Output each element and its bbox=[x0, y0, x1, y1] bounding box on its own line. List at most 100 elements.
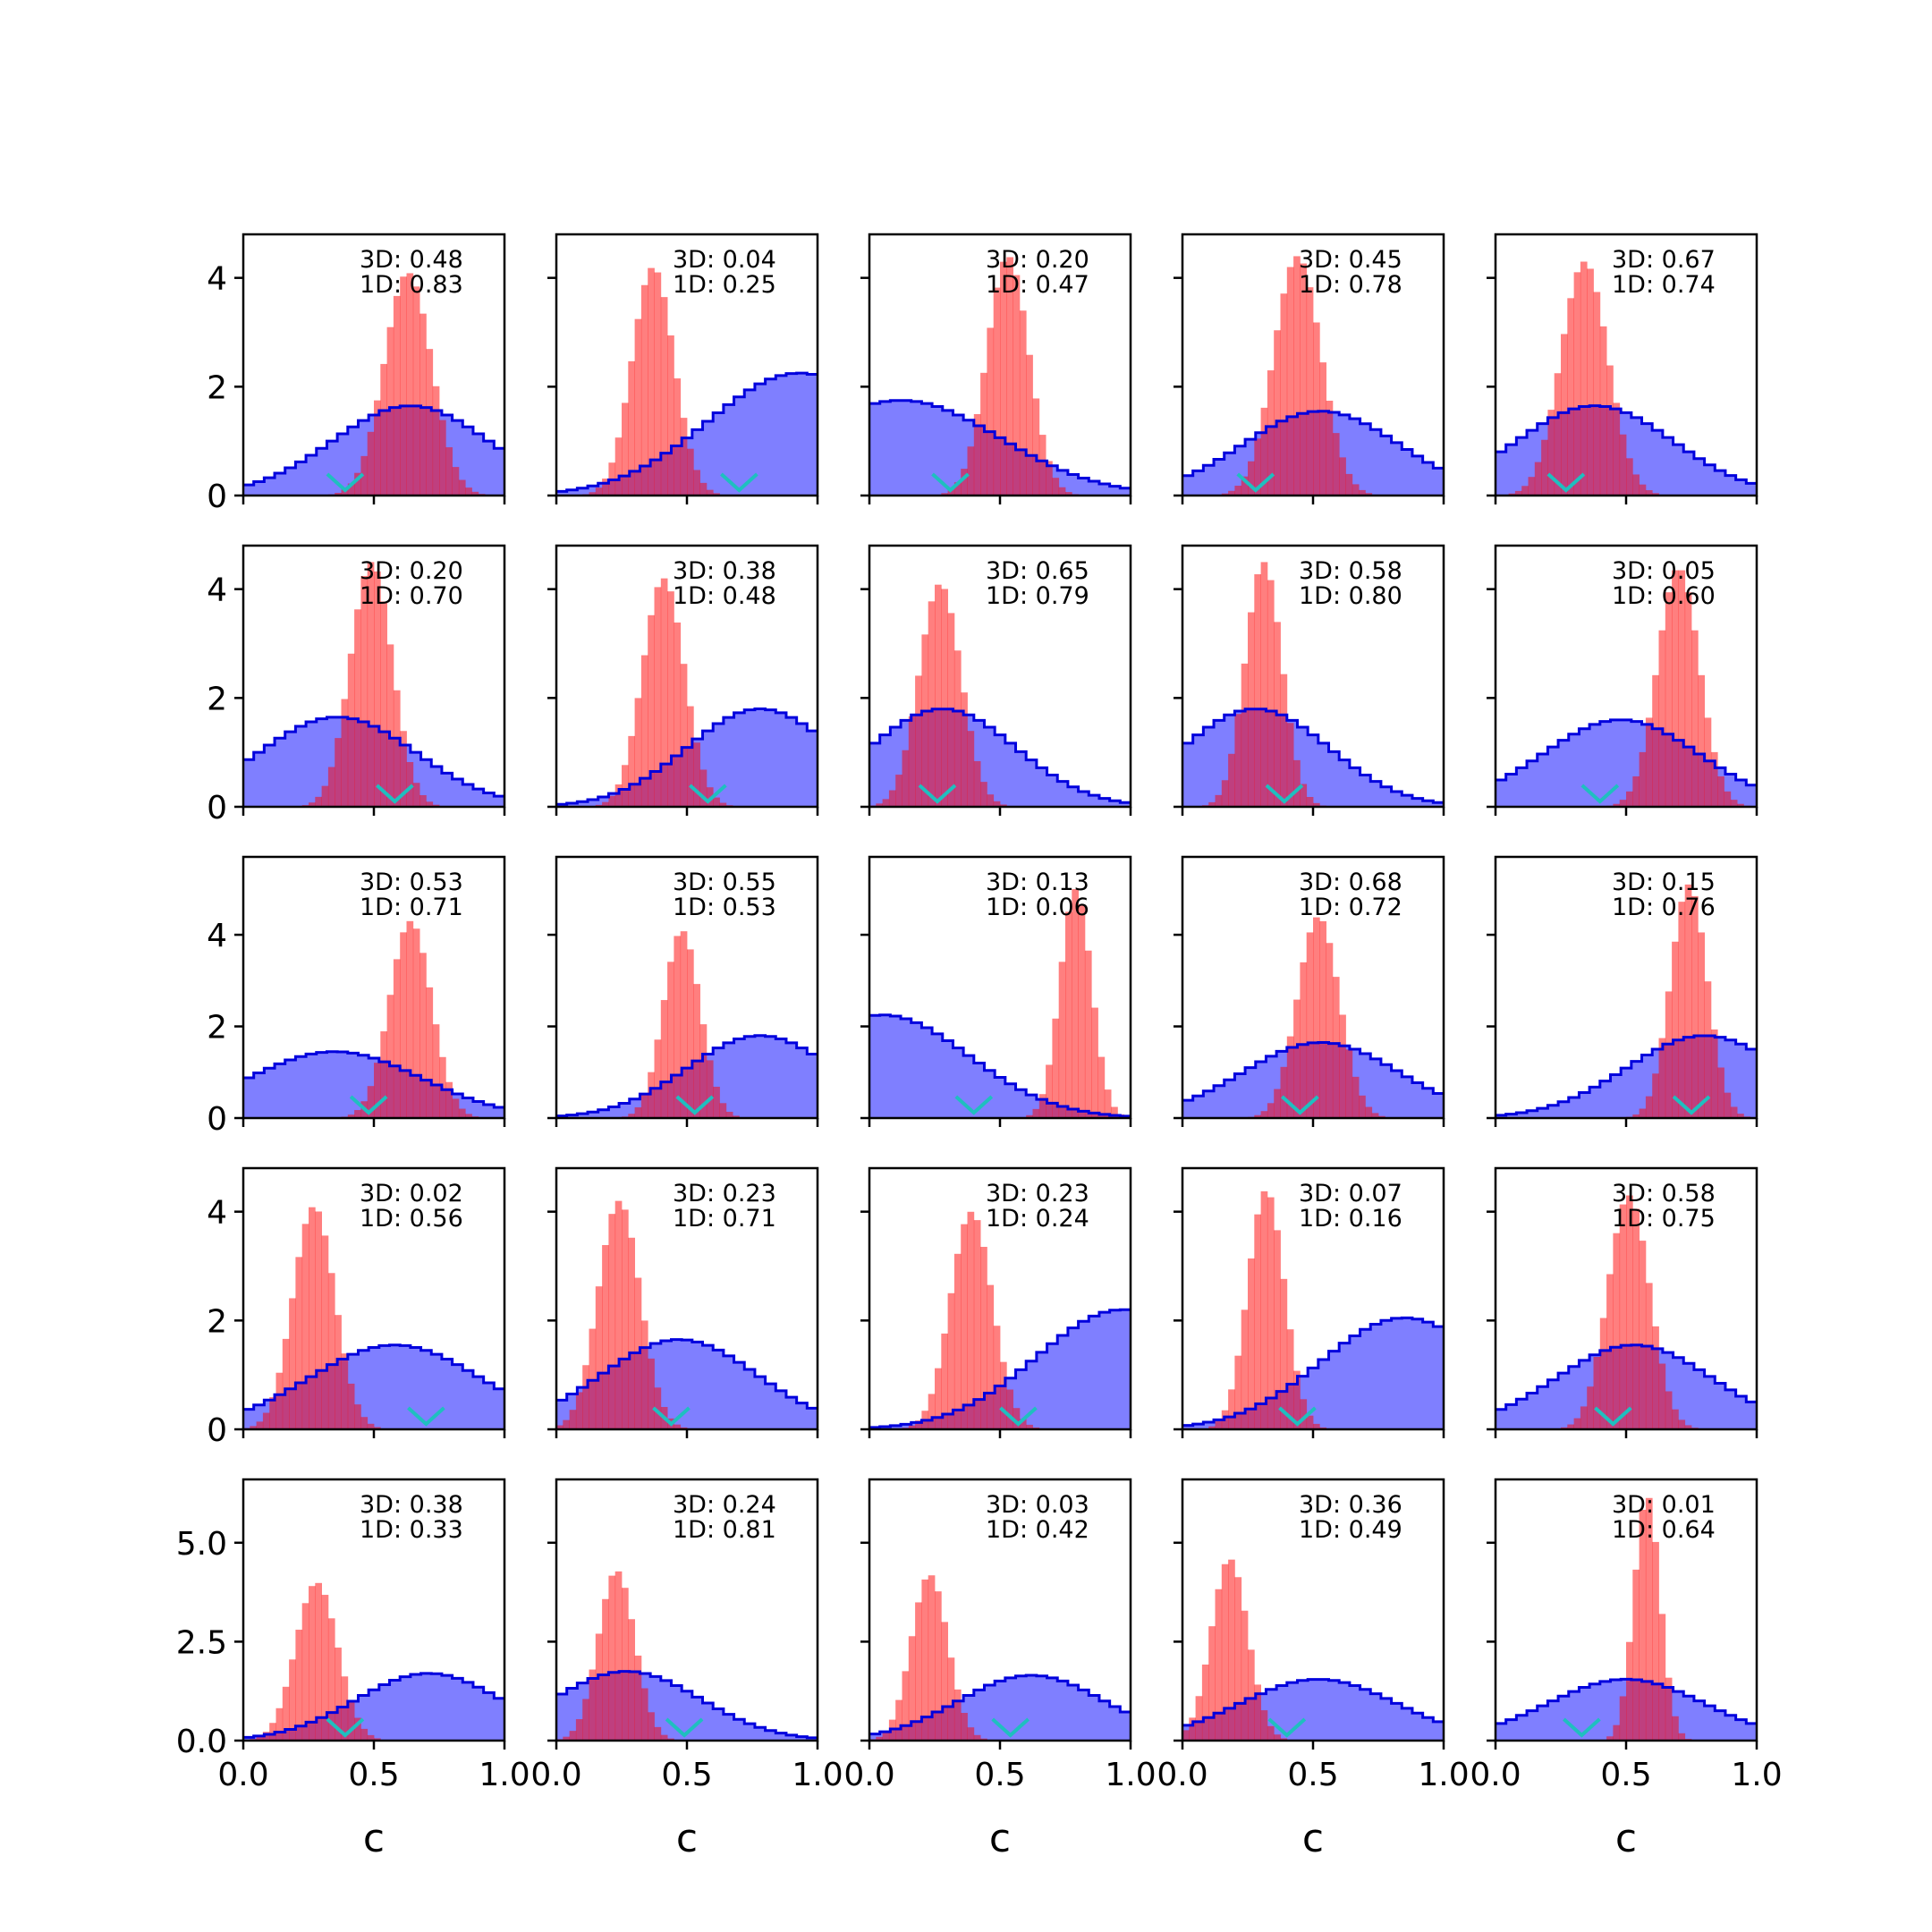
narrow-bar bbox=[1254, 1684, 1261, 1741]
narrow-bar bbox=[1313, 917, 1320, 1118]
narrow-bar bbox=[1665, 1677, 1673, 1741]
narrow-bar bbox=[335, 492, 342, 496]
broad-histogram-edge bbox=[869, 1308, 1131, 1429]
label-1d: 1D: 0.48 bbox=[673, 582, 776, 610]
narrow-bar bbox=[1632, 474, 1640, 496]
narrow-bar bbox=[1254, 1214, 1261, 1429]
narrow-bar bbox=[582, 1699, 589, 1741]
narrow-bar bbox=[335, 738, 342, 807]
narrow-bar bbox=[1599, 326, 1607, 496]
narrow-bar bbox=[1306, 797, 1314, 807]
narrow-bar bbox=[1228, 753, 1235, 807]
label-3d: 3D: 0.05 bbox=[1612, 557, 1716, 585]
narrow-bar bbox=[380, 1031, 387, 1118]
narrow-bar bbox=[654, 587, 662, 807]
narrow-bar bbox=[1672, 1716, 1679, 1741]
label-1d: 1D: 0.06 bbox=[986, 894, 1089, 921]
broad-histogram-fill bbox=[1182, 1318, 1444, 1429]
narrow-bar bbox=[1573, 1418, 1581, 1429]
narrow-bar bbox=[1228, 490, 1235, 496]
narrow-bar bbox=[458, 1108, 466, 1118]
narrow-histogram bbox=[1026, 889, 1131, 1118]
narrow-bar bbox=[1306, 932, 1314, 1118]
narrow-bar bbox=[426, 987, 434, 1118]
label-3d: 3D: 0.67 bbox=[1612, 246, 1716, 274]
narrow-bar bbox=[1352, 1076, 1360, 1118]
narrow-bar bbox=[1717, 775, 1724, 807]
narrow-histogram bbox=[556, 1571, 674, 1741]
narrow-bar bbox=[1339, 457, 1346, 496]
narrow-bar bbox=[426, 801, 434, 807]
narrow-bar bbox=[921, 634, 929, 807]
narrow-histogram bbox=[582, 267, 720, 496]
narrow-bar bbox=[1293, 1370, 1301, 1429]
narrow-bar bbox=[680, 931, 688, 1118]
narrow-bar bbox=[1260, 1111, 1268, 1118]
narrow-bar bbox=[719, 802, 727, 807]
narrow-bar bbox=[1626, 1641, 1633, 1741]
x-tick-label: 1.0 bbox=[479, 1757, 530, 1793]
narrow-bar bbox=[882, 1731, 890, 1741]
label-3d: 3D: 0.23 bbox=[986, 1180, 1089, 1208]
narrow-bar bbox=[563, 1736, 570, 1741]
narrow-bar bbox=[1260, 562, 1268, 807]
narrow-bar bbox=[967, 446, 975, 496]
narrow-bar bbox=[1000, 1361, 1007, 1429]
narrow-bar bbox=[275, 1372, 284, 1429]
x-axis-label: c bbox=[989, 1816, 1011, 1861]
narrow-bar bbox=[1724, 791, 1732, 807]
narrow-bar bbox=[374, 400, 381, 496]
narrow-bar bbox=[1652, 1073, 1659, 1118]
narrow-bar bbox=[1286, 1036, 1294, 1118]
marker-v bbox=[999, 1406, 1038, 1427]
narrow-bar bbox=[393, 690, 401, 807]
narrow-bar bbox=[1639, 484, 1647, 496]
narrow-bar bbox=[660, 297, 668, 496]
narrow-bar bbox=[315, 1582, 322, 1741]
narrow-bar bbox=[1658, 1038, 1666, 1118]
narrow-bar bbox=[360, 575, 369, 807]
narrow-bar bbox=[1345, 473, 1353, 496]
narrow-bar bbox=[367, 1734, 375, 1741]
narrow-bar bbox=[713, 797, 720, 807]
narrow-bar bbox=[987, 327, 995, 496]
narrow-bar bbox=[706, 787, 714, 807]
narrow-bar bbox=[628, 360, 635, 496]
narrow-bar bbox=[628, 1619, 635, 1741]
narrow-bar bbox=[1254, 574, 1261, 807]
narrow-bar bbox=[1345, 1049, 1353, 1118]
narrow-bar bbox=[406, 761, 414, 807]
narrow-bar bbox=[1730, 1106, 1738, 1118]
narrow-bar bbox=[347, 1383, 355, 1429]
narrow-bar bbox=[465, 1114, 472, 1118]
label-3d: 3D: 0.65 bbox=[986, 557, 1089, 585]
narrow-bar bbox=[1286, 723, 1294, 807]
narrow-histogram bbox=[1182, 1559, 1288, 1741]
narrow-bar bbox=[667, 962, 674, 1118]
narrow-bar bbox=[321, 785, 329, 807]
broad-histogram-edge bbox=[1182, 708, 1444, 804]
narrow-bar bbox=[1221, 780, 1229, 807]
narrow-bar bbox=[1280, 1278, 1288, 1429]
narrow-bar bbox=[1672, 570, 1679, 807]
narrow-bar bbox=[674, 378, 682, 496]
narrow-bar bbox=[947, 489, 955, 496]
narrow-bar bbox=[575, 1719, 583, 1741]
label-1d: 1D: 0.81 bbox=[673, 1516, 776, 1544]
narrow-bar bbox=[1365, 1106, 1373, 1118]
narrow-bar bbox=[1619, 1204, 1627, 1429]
label-3d: 3D: 0.53 bbox=[360, 869, 463, 896]
narrow-bar bbox=[941, 493, 948, 496]
narrow-bar bbox=[1619, 800, 1627, 807]
narrow-bar bbox=[1606, 365, 1614, 496]
label-3d: 3D: 0.20 bbox=[360, 557, 463, 585]
narrow-bar bbox=[386, 995, 394, 1118]
narrow-bar bbox=[1645, 490, 1653, 496]
narrow-bar bbox=[1665, 991, 1673, 1118]
narrow-bar bbox=[295, 1257, 303, 1429]
narrow-bar bbox=[614, 1571, 623, 1741]
narrow-histogram bbox=[1606, 570, 1751, 807]
